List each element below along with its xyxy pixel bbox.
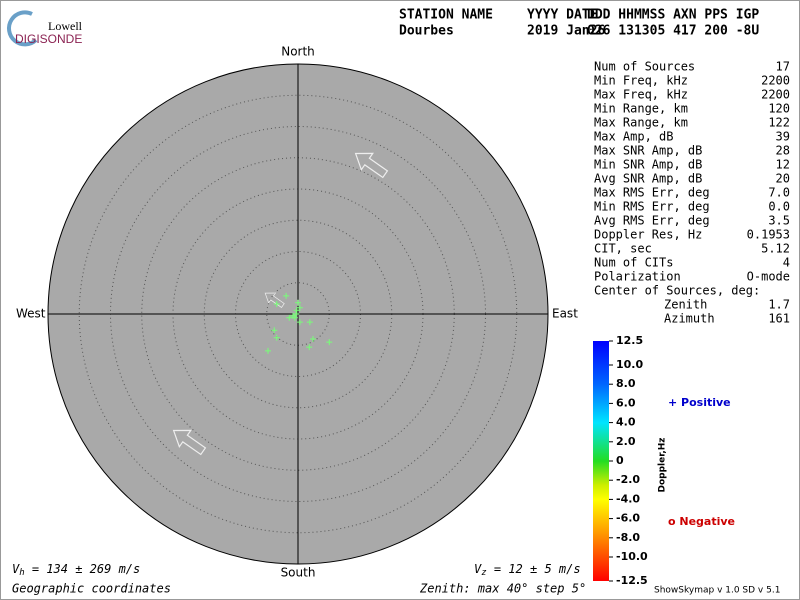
dir-north: North (281, 45, 315, 59)
source-point (273, 334, 280, 341)
stat-value: 120 (768, 102, 790, 116)
colorbar-tick-label: 4.0 (616, 416, 636, 429)
source-point (296, 319, 303, 326)
source-point (293, 307, 300, 314)
vz-sub: z (481, 568, 486, 578)
stat-value: 4 (783, 256, 790, 270)
stat-label: Min Freq, kHz (594, 74, 688, 88)
stat-label: Max Range, km (594, 116, 688, 130)
source-point (326, 339, 333, 346)
dir-south: South (281, 566, 316, 580)
version: ShowSkymap v 1.0 SD v 5.1 (654, 586, 780, 596)
logo: Lowell DIGISONDE (7, 10, 83, 47)
stat-label: Doppler Res, Hz (594, 228, 702, 242)
stat-label: Num of CITs (594, 256, 673, 270)
stat-label: Max SNR Amp, dB (594, 144, 702, 158)
source-point (286, 314, 293, 321)
stat-value: O-mode (747, 270, 790, 284)
source-point (296, 304, 303, 311)
source-point (271, 327, 278, 334)
stat-value: 7.0 (768, 186, 790, 200)
stat-value: 20 (776, 172, 790, 186)
dir-west: West (16, 307, 46, 321)
center-title: Center of Sources, deg: (594, 284, 760, 298)
source-point (306, 344, 313, 351)
source-point (306, 319, 313, 326)
dir-east: East (552, 307, 578, 321)
stat-label: Polarization (594, 270, 681, 284)
stat-label: Avg RMS Err, deg (594, 214, 710, 228)
vh-symbol: V (12, 562, 20, 576)
vz-symbol: V (474, 562, 482, 576)
header-value: 2019 Jan26 (527, 24, 605, 39)
stat-label: Min Range, km (594, 102, 688, 116)
logo-bottom: DIGISONDE (15, 32, 82, 46)
stat-label: Max RMS Err, deg (594, 186, 710, 200)
colorbar-tick-label: -8.0 (616, 531, 640, 544)
stat-value: 28 (776, 144, 790, 158)
colorbar-tick-label: 12.5 (616, 334, 643, 347)
source-point (265, 347, 271, 354)
stat-value: 0.1953 (747, 228, 790, 242)
source-point (283, 292, 290, 299)
colorbar-tick-label: 2.0 (616, 435, 636, 448)
colorbar-tick-label: -4.0 (616, 492, 640, 505)
stat-label: Avg SNR Amp, dB (594, 172, 702, 186)
source-point (295, 299, 301, 306)
colorbar-label: Doppler,Hz (658, 437, 668, 492)
stat-label: Min SNR Amp, dB (594, 158, 702, 172)
vh-sub: h (19, 568, 24, 578)
stat-value: 2200 (761, 88, 790, 102)
source-point (290, 312, 296, 319)
colorbar-tick-label: -10.0 (616, 550, 648, 563)
header-value: 026 131305 417 200 -8U (587, 24, 759, 39)
header-value: Dourbes (399, 24, 454, 39)
stat-label: Num of Sources (594, 60, 695, 74)
coords: Geographic coordinates (12, 582, 171, 596)
header-label: DDD HHMMSS AXN PPS IGP (587, 8, 759, 23)
stat-value: 5.12 (761, 242, 790, 256)
stat-value: 3.5 (768, 214, 790, 228)
stat-value: 122 (768, 116, 790, 130)
colorbar-tick-label: -6.0 (616, 512, 640, 525)
source-point (293, 311, 300, 317)
stat-label: Max Freq, kHz (594, 88, 688, 102)
stat-value: 2200 (761, 74, 790, 88)
colorbar (593, 341, 609, 581)
stat-label: Min RMS Err, deg (594, 200, 710, 214)
drift-arrows (172, 152, 389, 456)
vz-text: = 12 ± 5 m/s (487, 562, 581, 576)
stat-value: 39 (776, 130, 790, 144)
vh: Vh = 134 ± 269 m/s (12, 562, 140, 578)
vz: Vz = 12 ± 5 m/s (474, 562, 581, 578)
colorbar-tick-label: -12.5 (616, 574, 648, 587)
stat-label: Zenith (664, 298, 707, 312)
logo-top: Lowell (48, 19, 83, 33)
colorbar-tick-label: 10.0 (616, 358, 643, 371)
stat-label: CIT, sec (594, 242, 652, 256)
legend-positive: + Positive (668, 396, 731, 409)
source-point (273, 301, 280, 307)
legend-negative: o Negative (668, 515, 735, 528)
header-label: YYYY DATE (527, 8, 597, 23)
colorbar-tick-label: -2.0 (616, 473, 640, 486)
stat-value: 12 (776, 158, 790, 172)
stat-value: 161 (768, 312, 790, 326)
source-point (310, 336, 316, 342)
colorbar-tick-label: 6.0 (616, 396, 636, 409)
stat-label: Azimuth (664, 312, 715, 326)
vh-text: = 134 ± 269 m/s (25, 562, 141, 576)
colorbar-tick-label: 0 (616, 454, 624, 467)
zenith-note: Zenith: max 40° step 5° (419, 582, 586, 596)
stat-label: Max Amp, dB (594, 130, 673, 144)
stat-value: 1.7 (768, 298, 790, 312)
stat-value: 17 (776, 60, 790, 74)
header-label: STATION NAME (399, 8, 493, 23)
stat-value: 0.0 (768, 200, 790, 214)
colorbar-tick-label: 8.0 (616, 377, 636, 390)
